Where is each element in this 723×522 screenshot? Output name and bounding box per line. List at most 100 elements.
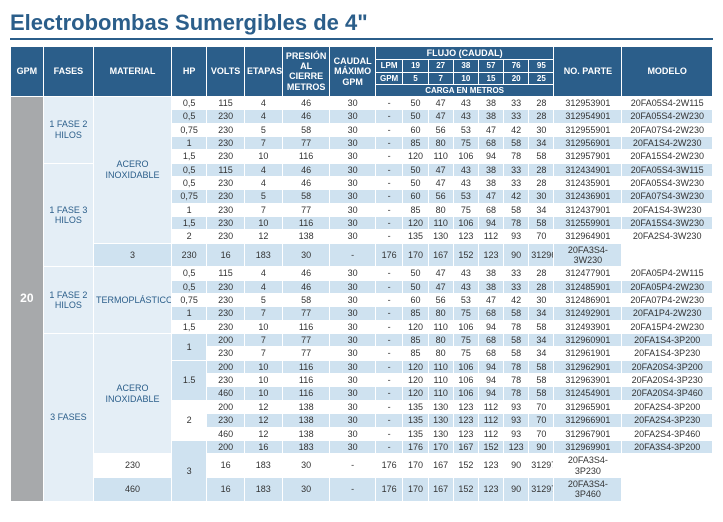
h-lpm: LPM (375, 60, 403, 72)
cell: 46 (282, 267, 330, 280)
cell: 170 (403, 243, 428, 267)
cell: - (375, 347, 403, 360)
cell: 28 (529, 110, 554, 123)
cell: 152 (478, 440, 503, 453)
cell: 0,5 (172, 110, 207, 123)
cell: 0,75 (172, 190, 207, 203)
cell: 312955901 (554, 123, 622, 136)
cell: 230 (207, 203, 245, 216)
cell: 58 (504, 307, 529, 320)
cell: - (330, 243, 375, 267)
cell: 94 (478, 320, 503, 333)
cell: 20FA3S4-3P200 (622, 440, 713, 453)
cell: 230 (207, 136, 245, 149)
cell: 176 (403, 440, 428, 453)
cell: - (375, 320, 403, 333)
cell: 30 (330, 267, 375, 280)
cell: 123 (478, 454, 503, 478)
cell: 10 (244, 360, 282, 373)
cell: - (375, 267, 403, 280)
cell: 47 (428, 267, 453, 280)
cell: 20FA15P4-2W230 (622, 320, 713, 333)
cell: 200 (207, 440, 245, 453)
cell: 30 (330, 347, 375, 360)
cell: 123 (504, 440, 529, 453)
cell: 312454901 (554, 387, 622, 400)
cell: 33 (504, 176, 529, 189)
cell: 12 (244, 230, 282, 243)
cell: 16 (244, 440, 282, 453)
cell: 78 (504, 320, 529, 333)
cell: - (375, 440, 403, 453)
cell: 58 (282, 190, 330, 203)
cell: 10 (244, 150, 282, 163)
cell: 110 (428, 374, 453, 387)
cell: 30 (529, 190, 554, 203)
cell: 58 (282, 123, 330, 136)
cell: 3 (172, 440, 207, 501)
h-lpm-val: 95 (529, 60, 554, 72)
cell: 33 (504, 163, 529, 176)
cell: 30 (330, 123, 375, 136)
cell: 1 (172, 203, 207, 216)
cell: 58 (529, 360, 554, 373)
cell: 58 (529, 320, 554, 333)
cell: 7 (244, 203, 282, 216)
cell: 78 (504, 387, 529, 400)
cell: 230 (207, 307, 245, 320)
cell: 115 (207, 163, 245, 176)
cell: 30 (330, 163, 375, 176)
h-fases: FASES (43, 47, 93, 97)
cell: 68 (478, 347, 503, 360)
cell: 115 (207, 96, 245, 109)
cell: 10 (244, 374, 282, 387)
cell: 106 (453, 374, 478, 387)
cell: 0,5 (172, 163, 207, 176)
cell: 46 (282, 176, 330, 189)
cell: 5 (244, 190, 282, 203)
h-carga: CARGA EN METROS (375, 84, 554, 96)
h-presion: PRESIÓN AL CIERRE METROS (282, 47, 330, 97)
cell: 85 (403, 136, 428, 149)
cell: 116 (282, 320, 330, 333)
cell: 230 (207, 110, 245, 123)
cell: 120 (403, 320, 428, 333)
cell: 33 (504, 280, 529, 293)
cell: 106 (453, 150, 478, 163)
cell: 20FA1S4-2W230 (622, 136, 713, 149)
cell: 106 (453, 360, 478, 373)
cell: 115 (207, 267, 245, 280)
cell: 312967901 (554, 427, 622, 440)
cell: 0,5 (172, 280, 207, 293)
cell: 30 (330, 374, 375, 387)
table-row: 4601618330-1761701671521239031297190120F… (11, 477, 713, 501)
cell: - (375, 414, 403, 427)
cell: 28 (529, 267, 554, 280)
cell: 20FA05P4-2W230 (622, 280, 713, 293)
cell: 1,5 (172, 320, 207, 333)
cell: 34 (529, 347, 554, 360)
cell: 460 (207, 427, 245, 440)
cell: - (375, 374, 403, 387)
cell: 312968901 (529, 243, 554, 267)
cell: 1 (172, 307, 207, 320)
cell: 7 (244, 136, 282, 149)
cell: 33 (504, 267, 529, 280)
cell: 20FA07P4-2W230 (622, 294, 713, 307)
cell: 30 (330, 320, 375, 333)
cell: 16 (207, 243, 245, 267)
cell: 0,5 (172, 267, 207, 280)
cell: 20FA05S4-2W115 (622, 96, 713, 109)
h-gpm-val: 7 (428, 72, 453, 84)
cell: 0,75 (172, 294, 207, 307)
cell: - (375, 110, 403, 123)
cell: 58 (282, 294, 330, 307)
cell: 130 (428, 414, 453, 427)
cell: 30 (330, 280, 375, 293)
cell: 20FA07S4-3W230 (622, 190, 713, 203)
cell: 30 (282, 477, 330, 501)
cell: 183 (244, 243, 282, 267)
cell: 20FA3S4-3P460 (554, 477, 622, 501)
cell: 1 FASE 2 HILOS (43, 267, 93, 334)
cell: 50 (403, 96, 428, 109)
